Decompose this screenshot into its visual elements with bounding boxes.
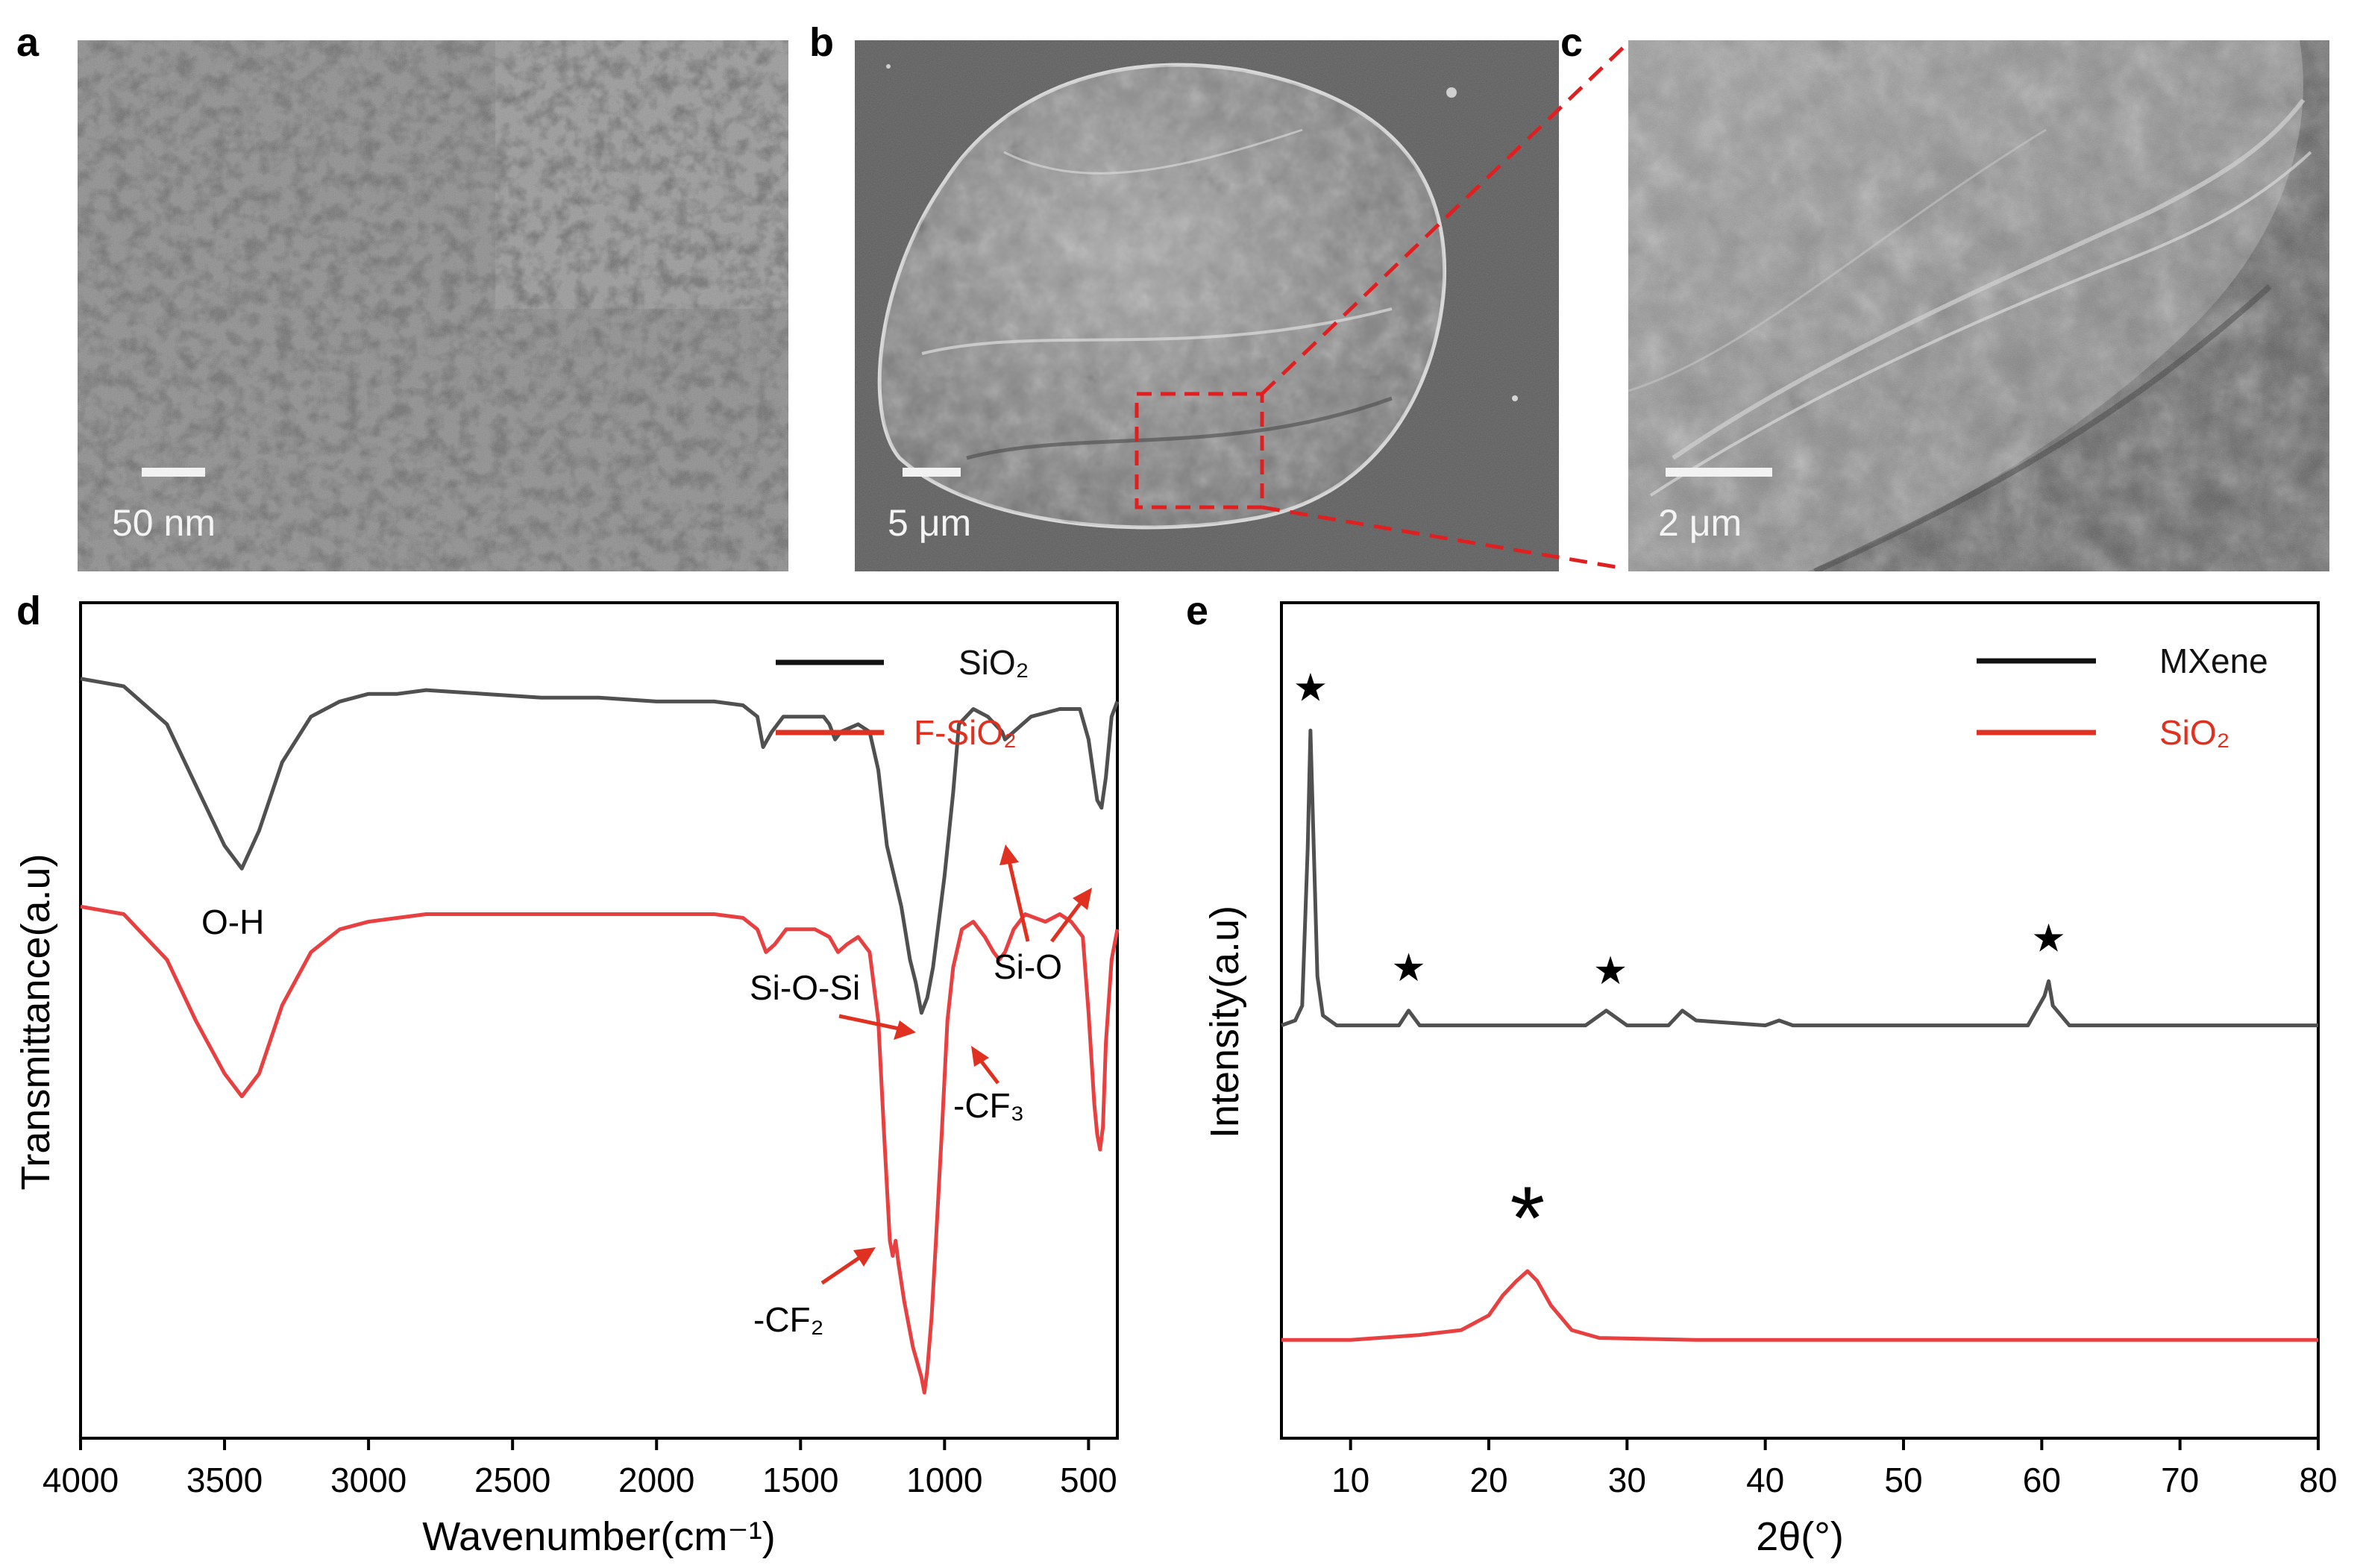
- x-tick-label: 20: [1469, 1461, 1507, 1499]
- legend-label-mxene-e: MXene: [2159, 642, 2268, 680]
- legend-label-sio2-d: SiO₂: [958, 643, 1029, 682]
- x-tick-label: 10: [1331, 1461, 1369, 1499]
- y-axis-label-d: Transmittance(a.u): [13, 853, 58, 1190]
- panel-letter-e: e: [1186, 589, 1209, 633]
- peak-marker-star: ★: [1391, 947, 1426, 990]
- x-tick-label: 1000: [906, 1461, 982, 1499]
- scale-bar-b: [903, 468, 961, 477]
- scale-label-a: 50 nm: [112, 502, 216, 544]
- sem-micrograph-c: [1628, 40, 2329, 571]
- series-lines-d: [80, 677, 1120, 1395]
- sem-micrograph-b: [855, 40, 1559, 571]
- x-tick-label: 2500: [474, 1461, 550, 1499]
- x-axis-ticks-d: 4000 3500 3000 2500 2000 1500 1000 500: [43, 1438, 1117, 1499]
- x-tick-label: 4000: [43, 1461, 119, 1499]
- x-tick-label: 70: [2161, 1461, 2199, 1499]
- annotation-sio-si: Si-O-Si: [750, 968, 860, 1007]
- x-axis-label-d: Wavenumber(cm⁻¹): [422, 1514, 776, 1559]
- peak-marker-star: ★: [1293, 666, 1328, 709]
- x-tick-label: 80: [2299, 1461, 2337, 1499]
- scale-label-c: 2 μm: [1658, 502, 1742, 544]
- annotation-arrows-d: [820, 844, 1092, 1285]
- scale-bar-c: [1666, 468, 1772, 477]
- series-line-mxene: [1281, 728, 2318, 1028]
- tem-micrograph-a: [78, 40, 788, 571]
- y-axis-label-e: Intensity(a.u): [1202, 906, 1247, 1138]
- annotation-oh: O-H: [201, 903, 264, 941]
- x-tick-label: 60: [2023, 1461, 2061, 1499]
- plot-area-d: [79, 601, 1119, 1440]
- series-line-sio: [80, 677, 1120, 1015]
- scale-bar-a: [142, 468, 205, 477]
- chart-d: 4000 3500 3000 2500 2000 1500 1000 500 Wavenumb…: [13, 601, 1120, 1559]
- peak-marker-star: ★: [2031, 917, 2066, 960]
- panel-letter-c: c: [1560, 20, 1584, 65]
- annotation-sio: Si-O: [994, 947, 1062, 986]
- annotation-cf3: -CF₃: [953, 1086, 1024, 1125]
- series-line-sio: [1281, 1269, 2318, 1342]
- x-tick-label: 50: [1884, 1461, 1922, 1499]
- x-tick-label: 40: [1746, 1461, 1784, 1499]
- scale-label-b: 5 μm: [888, 502, 972, 544]
- peak-marker-asterisk: *: [1510, 1168, 1545, 1268]
- panel-letter-b: b: [809, 20, 834, 65]
- x-tick-label: 500: [1060, 1461, 1117, 1499]
- x-tick-label: 30: [1608, 1461, 1646, 1499]
- x-axis-label-e: 2θ(°): [1756, 1514, 1844, 1559]
- zoom-indicator: [1135, 45, 1626, 571]
- legend-label-fsio2-d: F-SiO₂: [914, 713, 1017, 752]
- annotation-cf2: -CF₂: [753, 1300, 824, 1339]
- panel-letter-d: d: [16, 589, 41, 633]
- x-tick-label: 3000: [330, 1461, 407, 1499]
- series-line-fsio: [80, 904, 1120, 1395]
- peak-marker-star: ★: [1593, 950, 1628, 993]
- chart-e: 10 20 30 40 50 60 70 80 ★ ★ ★ ★ * 2θ(°) Intensity(a…: [1202, 601, 2338, 1559]
- plot-area-e: [1280, 601, 2320, 1440]
- x-axis-ticks-e: 10 20 30 40 50 60 70 80: [1331, 1438, 2338, 1499]
- x-tick-label: 1500: [762, 1461, 838, 1499]
- series-lines-e: [1281, 728, 2318, 1342]
- peak-markers-e: ★ ★ ★ ★ *: [1293, 666, 2066, 1268]
- panel-letter-a: a: [16, 20, 40, 65]
- x-tick-label: 2000: [618, 1461, 694, 1499]
- x-tick-label: 3500: [186, 1461, 263, 1499]
- legend-label-sio2-e: SiO₂: [2159, 713, 2230, 752]
